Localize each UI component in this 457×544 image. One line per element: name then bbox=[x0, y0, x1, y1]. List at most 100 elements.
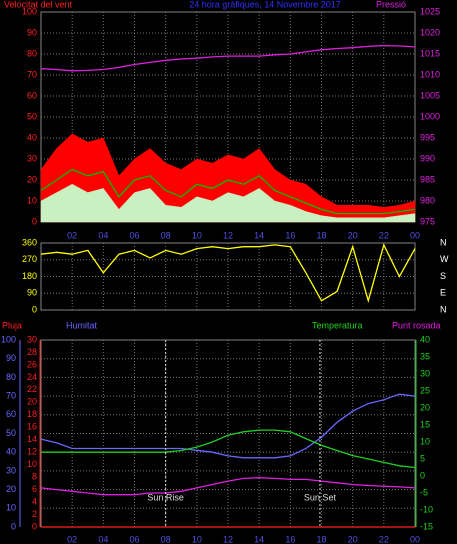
x-tick-label: 20 bbox=[348, 534, 358, 544]
y-tick-label: 0 bbox=[420, 470, 425, 480]
dewpoint-label: Punt rosada bbox=[392, 320, 441, 330]
series-line bbox=[40, 168, 416, 215]
series-line bbox=[40, 243, 416, 304]
y-tick-label: 20 bbox=[420, 402, 430, 412]
y-tick-label: 25 bbox=[420, 385, 430, 395]
y-tick-label: 14 bbox=[27, 434, 37, 444]
x-tick-label: 06 bbox=[129, 534, 139, 544]
x-tick-label: 14 bbox=[254, 230, 264, 240]
y-tick-label: 30 bbox=[420, 368, 430, 378]
x-tick-label: 00 bbox=[410, 534, 420, 544]
y-tick-label: 100 bbox=[1, 334, 16, 344]
y-tick-label: 270 bbox=[22, 254, 37, 264]
y-tick-label: 980 bbox=[420, 195, 435, 205]
y-tick-label: 10 bbox=[6, 503, 16, 513]
y-tick-label: 80 bbox=[6, 372, 16, 382]
y-tick-label: 80 bbox=[27, 48, 37, 58]
y-tick-label: 15 bbox=[420, 419, 430, 429]
annotation-label: Sun Set bbox=[304, 492, 337, 502]
y-tick-label: 100 bbox=[22, 6, 37, 16]
y-tick-label: 1000 bbox=[420, 111, 440, 121]
y-tick-label: 50 bbox=[6, 428, 16, 438]
y-tick-label: 70 bbox=[6, 390, 16, 400]
x-tick-label: 18 bbox=[316, 534, 326, 544]
x-tick-label: 20 bbox=[348, 230, 358, 240]
chart-title: 24 hora gràfiques, 14 Novembre 2017 bbox=[189, 0, 341, 9]
y-tick-label: 0 bbox=[32, 216, 37, 226]
y-tick-label: 20 bbox=[27, 397, 37, 407]
wind-label: Velocitat del vent bbox=[4, 0, 73, 9]
y-tick-label: 12 bbox=[27, 447, 37, 457]
x-tick-label: 12 bbox=[223, 534, 233, 544]
y-tick-label: 975 bbox=[420, 216, 435, 226]
y-tick-label: 22 bbox=[27, 384, 37, 394]
y-tick-label: 90 bbox=[6, 353, 16, 363]
y-tick-label: 995 bbox=[420, 132, 435, 142]
series-area bbox=[40, 183, 416, 223]
y-tick-label: 2 bbox=[32, 509, 37, 519]
y-tick-label: W bbox=[440, 254, 449, 264]
x-tick-label: 08 bbox=[161, 230, 171, 240]
y-tick-label: 40 bbox=[420, 334, 430, 344]
y-tick-label: 10 bbox=[27, 195, 37, 205]
x-tick-label: 22 bbox=[379, 534, 389, 544]
x-tick-label: 10 bbox=[192, 534, 202, 544]
pressure-label: Pressió bbox=[376, 0, 406, 9]
x-tick-label: 04 bbox=[98, 230, 108, 240]
y-tick-label: 10 bbox=[27, 459, 37, 469]
x-tick-label: 18 bbox=[316, 230, 326, 240]
y-tick-label: 90 bbox=[27, 288, 37, 298]
y-tick-label: 1015 bbox=[420, 48, 440, 58]
x-tick-label: 04 bbox=[98, 534, 108, 544]
y-tick-label: 50 bbox=[27, 111, 37, 121]
humidity-label: Humitat bbox=[66, 320, 98, 330]
x-tick-label: 02 bbox=[67, 230, 77, 240]
y-tick-label: 1025 bbox=[420, 6, 440, 16]
y-tick-label: 6 bbox=[32, 484, 37, 494]
y-tick-label: 90 bbox=[27, 27, 37, 37]
temperature-label: Temperatura bbox=[312, 320, 363, 330]
y-tick-label: N bbox=[440, 237, 447, 247]
y-tick-label: 24 bbox=[27, 372, 37, 382]
y-tick-label: 18 bbox=[27, 409, 37, 419]
y-tick-label: 40 bbox=[27, 132, 37, 142]
x-tick-label: 08 bbox=[161, 534, 171, 544]
y-tick-label: 985 bbox=[420, 174, 435, 184]
y-tick-label: 10 bbox=[420, 436, 430, 446]
x-tick-label: 02 bbox=[67, 534, 77, 544]
x-tick-label: 12 bbox=[223, 230, 233, 240]
series-line bbox=[40, 393, 416, 459]
y-tick-label: 0 bbox=[32, 521, 37, 531]
y-tick-label: 70 bbox=[27, 69, 37, 79]
y-tick-label: 40 bbox=[6, 447, 16, 457]
y-tick-label: -10 bbox=[420, 504, 433, 514]
y-tick-label: 28 bbox=[27, 347, 37, 357]
y-tick-label: 8 bbox=[32, 472, 37, 482]
x-tick-label: 16 bbox=[285, 534, 295, 544]
series-line bbox=[40, 44, 416, 72]
y-tick-label: 990 bbox=[420, 153, 435, 163]
annotation-label: Sun Rise bbox=[147, 492, 184, 502]
x-tick-label: 22 bbox=[379, 230, 389, 240]
rain-label: Pluja bbox=[2, 320, 22, 330]
y-tick-label: 35 bbox=[420, 351, 430, 361]
y-tick-label: 5 bbox=[420, 453, 425, 463]
series-line bbox=[40, 477, 416, 496]
x-tick-label: 16 bbox=[285, 230, 295, 240]
y-tick-label: 1020 bbox=[420, 27, 440, 37]
y-tick-label: S bbox=[440, 271, 446, 281]
y-tick-label: 26 bbox=[27, 359, 37, 369]
y-tick-label: E bbox=[440, 288, 446, 298]
y-tick-label: 30 bbox=[27, 153, 37, 163]
y-tick-label: 360 bbox=[22, 237, 37, 247]
y-tick-label: 0 bbox=[32, 304, 37, 314]
x-tick-label: 00 bbox=[410, 230, 420, 240]
x-tick-label: 14 bbox=[254, 534, 264, 544]
x-tick-label: 06 bbox=[129, 230, 139, 240]
x-tick-label: 10 bbox=[192, 230, 202, 240]
y-tick-label: 180 bbox=[22, 271, 37, 281]
y-tick-label: 60 bbox=[27, 90, 37, 100]
y-tick-label: 1005 bbox=[420, 90, 440, 100]
y-tick-label: 0 bbox=[11, 521, 16, 531]
